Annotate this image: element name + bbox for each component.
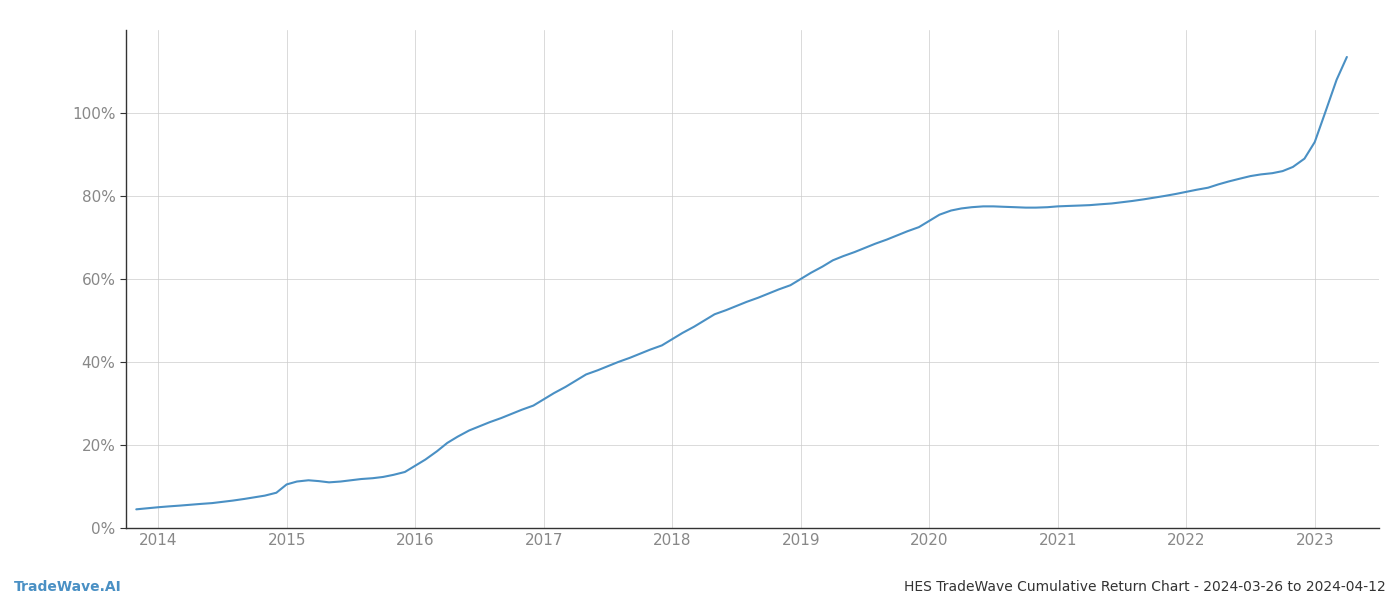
Text: TradeWave.AI: TradeWave.AI	[14, 580, 122, 594]
Text: HES TradeWave Cumulative Return Chart - 2024-03-26 to 2024-04-12: HES TradeWave Cumulative Return Chart - …	[904, 580, 1386, 594]
